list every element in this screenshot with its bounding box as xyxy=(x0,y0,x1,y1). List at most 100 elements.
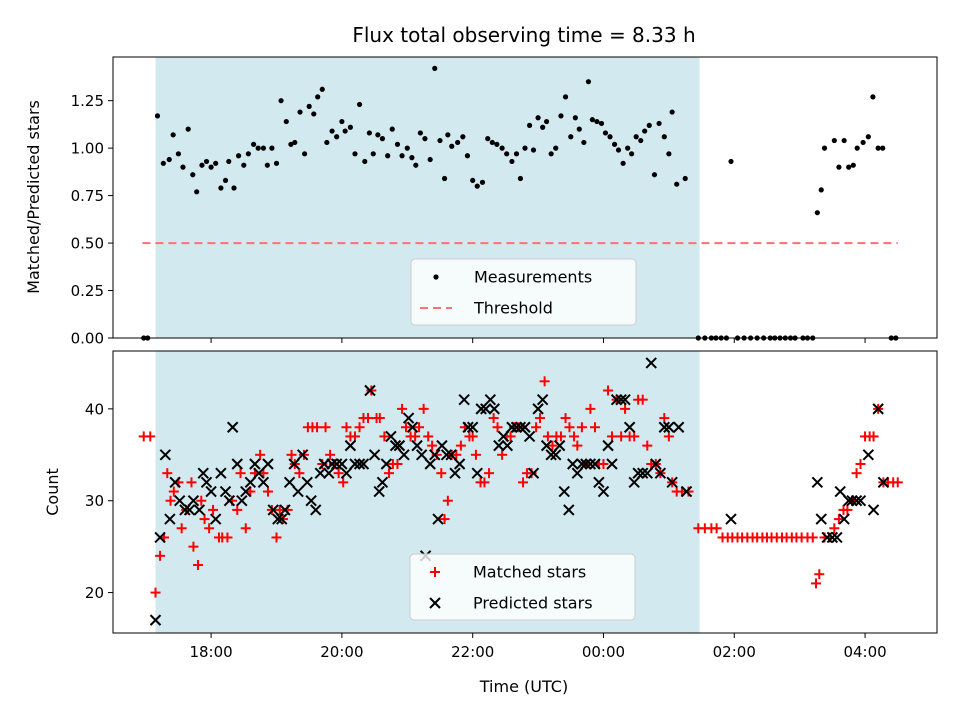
predicted-star-point xyxy=(606,458,618,470)
measurement-point xyxy=(509,158,515,165)
measurement-point xyxy=(175,151,181,157)
matched-star-point xyxy=(531,422,542,433)
measurement-point xyxy=(504,151,510,157)
measurement-point xyxy=(562,94,569,100)
predicted-star-point xyxy=(223,495,236,507)
measurement-point xyxy=(445,132,451,138)
predicted-star-point xyxy=(619,393,631,406)
matched-star-point xyxy=(497,449,508,460)
matched-star-point xyxy=(868,431,879,442)
predicted-star-point xyxy=(877,476,890,489)
predicted-star-point xyxy=(344,439,357,452)
measurement-point xyxy=(548,151,554,157)
measurement-point xyxy=(513,151,520,157)
measurement-point xyxy=(404,145,410,151)
x-tick-label: 04:00 xyxy=(843,643,886,661)
predicted-star-point xyxy=(523,430,536,443)
measurement-point xyxy=(553,145,559,151)
predicted-star-point xyxy=(540,439,553,452)
predicted-star-point xyxy=(305,495,317,507)
predicted-star-point xyxy=(326,458,338,470)
measurement-point xyxy=(222,177,229,184)
measurement-point xyxy=(260,145,267,151)
measurement-point xyxy=(517,175,524,182)
measurement-point xyxy=(241,162,247,168)
measurement-point xyxy=(194,189,200,195)
predicted-star-point xyxy=(850,495,863,507)
x-tick-label: 22:00 xyxy=(451,643,494,661)
measurement-point xyxy=(385,153,391,159)
matched-star-point xyxy=(564,422,575,433)
predicted-star-point xyxy=(654,467,667,479)
matched-star-point xyxy=(629,431,640,442)
ratio-panel-ylabel: Matched/Predicted stars xyxy=(24,100,43,294)
measurement-point xyxy=(611,141,618,147)
measurement-point xyxy=(535,115,541,121)
predicted-star-point xyxy=(501,439,514,452)
measurement-point xyxy=(499,145,505,151)
predicted-star-point xyxy=(336,458,348,470)
matched-star-point xyxy=(349,431,360,442)
predicted-star-point xyxy=(480,403,492,415)
predicted-star-point xyxy=(576,458,588,470)
predicted-star-point xyxy=(453,458,466,470)
matched-star-point xyxy=(542,431,553,442)
matched-star-point xyxy=(829,523,840,534)
matched-star-point xyxy=(603,385,614,396)
predicted-star-point xyxy=(506,421,518,433)
predicted-star-point xyxy=(615,393,627,406)
legend-label: Matched stars xyxy=(473,563,586,582)
measurement-point xyxy=(674,181,680,187)
predicted-star-point xyxy=(510,421,523,433)
measurement-point xyxy=(646,122,652,128)
measurement-point xyxy=(860,139,866,146)
predicted-star-point xyxy=(663,421,675,433)
predicted-star-point xyxy=(672,421,685,433)
matched-star-point xyxy=(379,431,390,442)
matched-star-point xyxy=(620,403,631,414)
matched-star-point xyxy=(410,431,421,442)
measurement-point xyxy=(568,134,574,140)
x-tick-label: 18:00 xyxy=(189,643,232,661)
measurement-point xyxy=(642,128,648,134)
predicted-star-point xyxy=(330,458,343,470)
predicted-star-point xyxy=(197,467,209,479)
measurement-point xyxy=(315,94,321,100)
measurement-point xyxy=(585,79,592,85)
predicted-star-point xyxy=(415,449,428,461)
predicted-star-point xyxy=(406,421,419,433)
predicted-star-point xyxy=(826,531,839,544)
measurement-point xyxy=(594,118,600,125)
measurement-point xyxy=(422,136,428,142)
measurement-point xyxy=(218,185,224,191)
measurement-point xyxy=(615,147,622,153)
predicted-star-point xyxy=(650,458,662,470)
measurement-point xyxy=(581,139,587,146)
predicted-star-point xyxy=(532,403,544,415)
predicted-star-point xyxy=(462,421,474,433)
measurement-point xyxy=(821,145,828,151)
predicted-star-point xyxy=(725,513,737,525)
matched-star-point xyxy=(479,477,490,488)
matched-star-point xyxy=(470,449,481,460)
predicted-star-point xyxy=(645,357,657,369)
matched-star-point xyxy=(262,486,273,497)
measurement-point xyxy=(203,158,210,165)
x-tick-label: 00:00 xyxy=(582,643,625,661)
predicted-star-point xyxy=(149,614,162,626)
matched-star-point xyxy=(423,431,434,442)
matched-star-point xyxy=(232,504,243,515)
matched-star-point xyxy=(320,422,331,433)
matched-star-point xyxy=(186,477,197,488)
chart-title: Flux total observing time = 8.33 h xyxy=(352,23,695,47)
measurement-point xyxy=(572,115,578,121)
predicted-star-point xyxy=(440,449,453,461)
measurement-point xyxy=(540,124,546,130)
matched-star-point xyxy=(176,523,187,534)
measurement-point xyxy=(255,145,261,151)
matched-star-point xyxy=(535,413,546,424)
predicted-star-point xyxy=(527,467,540,479)
measurement-point xyxy=(235,153,242,159)
legend-box xyxy=(410,258,637,326)
measurement-point xyxy=(530,147,537,153)
